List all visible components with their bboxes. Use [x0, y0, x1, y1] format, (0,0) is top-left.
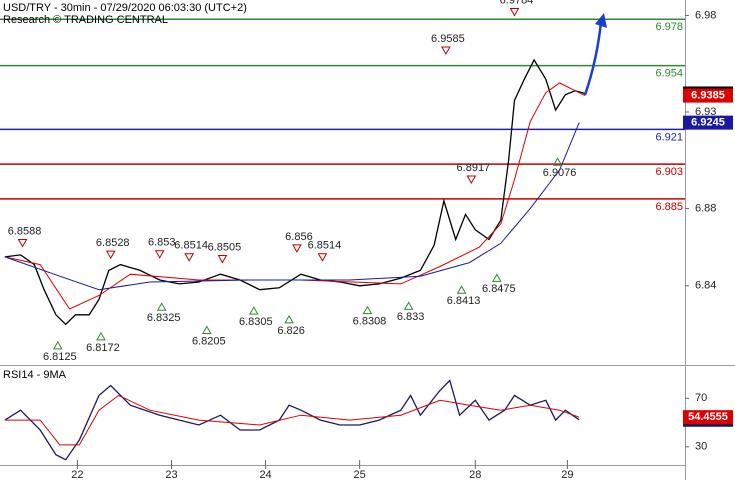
panel-title: RSI14 - 9MA	[3, 369, 67, 381]
low-label: 6.8308	[353, 315, 387, 327]
low-label: 6.826	[277, 325, 305, 337]
x-tick-label: 25	[354, 469, 366, 480]
low-label: 6.8125	[43, 351, 77, 363]
low-marker	[456, 285, 467, 294]
high-label: 6.853	[148, 237, 176, 249]
high-label: 6.856	[285, 231, 313, 243]
x-tick-label: 23	[165, 469, 177, 480]
series-line	[4, 379, 580, 461]
forecast-arrow	[583, 21, 603, 96]
level-label: 6.885	[655, 201, 683, 213]
high-marker	[105, 250, 116, 260]
high-label: 6.9585	[431, 33, 465, 45]
low-marker	[491, 273, 502, 282]
low-label: 6.8475	[482, 283, 516, 295]
low-label: 6.8305	[239, 316, 273, 328]
series-line	[4, 122, 580, 291]
chart-title: USD/TRY - 30min - 07/29/2020 06:03:30 (U…	[3, 2, 247, 14]
low-marker	[362, 305, 373, 315]
low-marker	[284, 314, 294, 324]
last-value-box	[683, 88, 733, 103]
y-tick-label: 70	[695, 392, 707, 404]
last-value-label: 6.9385	[691, 90, 725, 102]
x-tick-label: 22	[71, 469, 83, 480]
low-label: 6.833	[397, 311, 425, 323]
last-value-box	[683, 410, 733, 425]
high-marker	[466, 175, 477, 184]
x-tick-label: 28	[469, 469, 481, 480]
last-value-label: 6.9245	[691, 117, 725, 129]
x-tick-label: 24	[259, 469, 271, 480]
high-marker	[154, 250, 165, 259]
low-label: 6.8325	[147, 312, 181, 324]
low-marker	[403, 301, 414, 310]
y-tick-label: 6.98	[695, 9, 716, 21]
x-tick-label: 29	[561, 469, 573, 480]
low-marker	[248, 306, 259, 315]
series-line	[4, 394, 580, 446]
high-marker	[292, 244, 302, 253]
low-label: 6.9076	[543, 167, 577, 179]
high-marker	[441, 46, 451, 55]
low-marker	[201, 325, 212, 334]
level-label: 6.921	[655, 131, 683, 143]
high-marker	[17, 239, 28, 248]
y-tick-label: 6.84	[695, 280, 716, 292]
series-line	[4, 82, 586, 310]
low-marker	[52, 340, 63, 350]
last-value-box	[683, 115, 733, 130]
high-label: 6.8917	[457, 162, 491, 174]
forecast-arrowhead	[595, 13, 607, 28]
high-marker	[317, 253, 328, 262]
level-label: 6.903	[655, 166, 683, 178]
high-marker	[184, 253, 194, 262]
chart-subtitle: Research © TRADING CENTRAL	[3, 14, 168, 26]
level-label: 6.978	[655, 21, 683, 33]
last-value-label: 54.4555	[688, 411, 728, 423]
high-marker	[217, 255, 228, 264]
low-marker	[96, 331, 106, 341]
low-label: 6.8413	[447, 295, 481, 307]
level-label: 6.954	[655, 68, 683, 80]
high-label: 6.9784	[500, 0, 534, 6]
high-label: 6.8514	[174, 240, 208, 252]
high-label: 6.8514	[308, 240, 342, 252]
high-label: 6.8528	[96, 237, 130, 249]
y-tick-label: 6.88	[695, 202, 716, 214]
high-label: 6.8588	[8, 225, 42, 237]
low-marker	[156, 302, 167, 311]
high-marker	[509, 8, 520, 17]
low-marker	[552, 157, 563, 166]
low-label: 6.8172	[86, 342, 120, 354]
y-tick-label: 30	[695, 441, 707, 453]
y-tick-label: 6.93	[695, 106, 716, 118]
high-label: 6.8505	[208, 241, 242, 253]
low-label: 6.8205	[192, 335, 226, 347]
